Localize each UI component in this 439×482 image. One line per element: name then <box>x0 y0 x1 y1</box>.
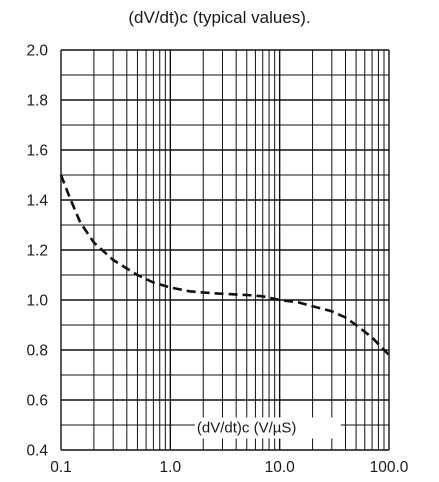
y-tick-label: 1.4 <box>26 193 48 210</box>
y-tick-label: 1.8 <box>26 93 48 110</box>
series-layer: (dV/dt)c (V/µS) <box>59 174 390 439</box>
tick-labels: 2.0 1.8 1.6 1.4 1.2 1.0 0.8 0.6 0.40.1 1.0 10.0 100… <box>26 43 408 477</box>
y-tick-label: 1.6 <box>26 143 48 160</box>
y-tick-label: 0.4 <box>26 443 48 460</box>
y-tick-label: 1.2 <box>26 243 48 260</box>
grid <box>60 49 390 451</box>
x-tick-label: 10.0 <box>265 459 296 476</box>
x-tick-label: 1.0 <box>160 459 182 476</box>
x-tick-label: 0.1 <box>50 459 72 476</box>
y-tick-label: 0.6 <box>26 393 48 410</box>
y-tick-label: 0.8 <box>26 343 48 360</box>
series-line <box>59 174 390 356</box>
chart-title: (dV/dt)c (typical values). <box>128 8 311 27</box>
y-tick-label: 1.0 <box>26 293 48 310</box>
series-label-background <box>194 417 341 439</box>
y-tick-label: 2.0 <box>26 43 48 60</box>
series-label: (dV/dt)c (V/µS) <box>197 420 297 437</box>
x-tick-label: 100.0 <box>370 459 409 476</box>
